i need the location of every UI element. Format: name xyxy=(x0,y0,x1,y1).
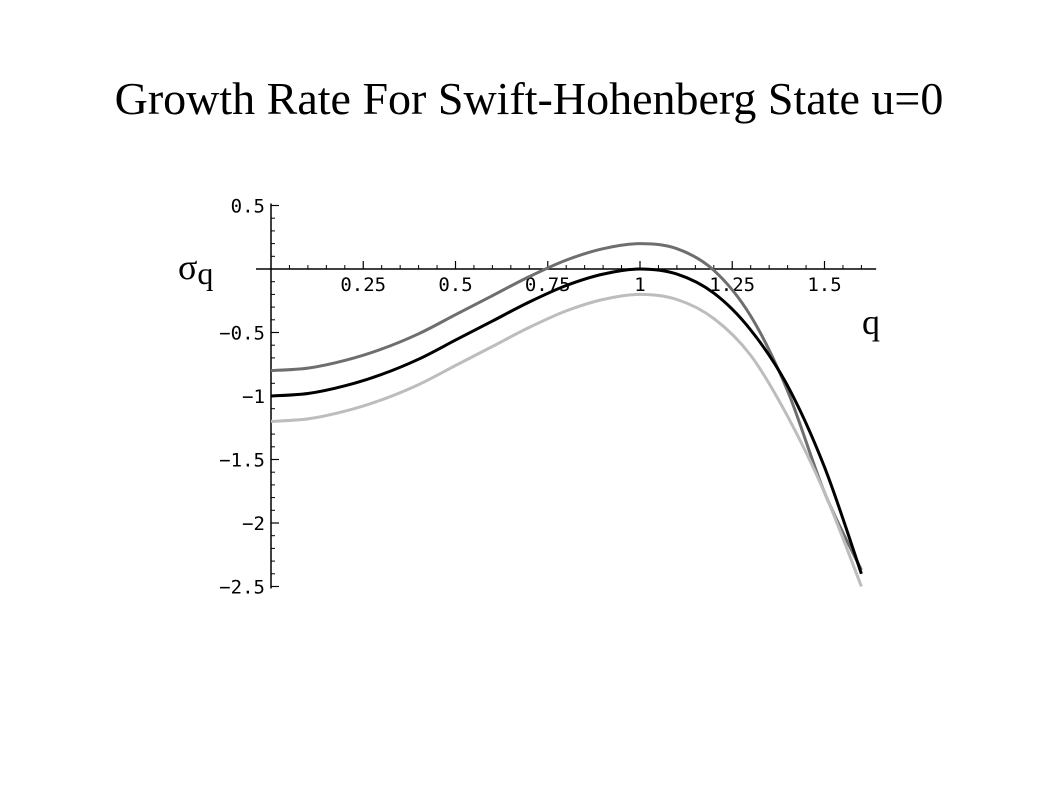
y-tick-label: −2 xyxy=(242,513,265,535)
ticks: 0.25 0.5 0.75 1 1.25 1.5 0.5 −0.5 −1 −1.5 −2 −2.5 xyxy=(219,196,862,599)
y-tick-label: −1 xyxy=(242,386,265,408)
series-line-2 xyxy=(270,292,863,588)
series-line-1 xyxy=(270,267,863,575)
x-tick-label: 0.5 xyxy=(438,274,472,296)
y-axis-label: σq xyxy=(178,247,213,291)
x-tick-label: 0.75 xyxy=(525,274,571,296)
y-axis-label-subscript: q xyxy=(197,255,213,291)
x-tick-label: 1.25 xyxy=(709,274,755,296)
y-tick-label: −2.5 xyxy=(219,577,265,599)
x-axis-label: q xyxy=(862,302,880,342)
y-tick-label: −0.5 xyxy=(219,323,265,345)
y-axis-label-symbol: σ xyxy=(178,247,197,287)
x-tick-label: 0.25 xyxy=(340,274,386,296)
y-tick-label: 0.5 xyxy=(231,196,265,218)
x-tick-label: 1.5 xyxy=(807,274,841,296)
y-tick-label: −1.5 xyxy=(219,450,265,472)
series xyxy=(270,242,863,588)
chart-title: Growth Rate For Swift-Hohenberg State u=… xyxy=(114,73,944,124)
x-tick-label: 1 xyxy=(634,274,645,296)
